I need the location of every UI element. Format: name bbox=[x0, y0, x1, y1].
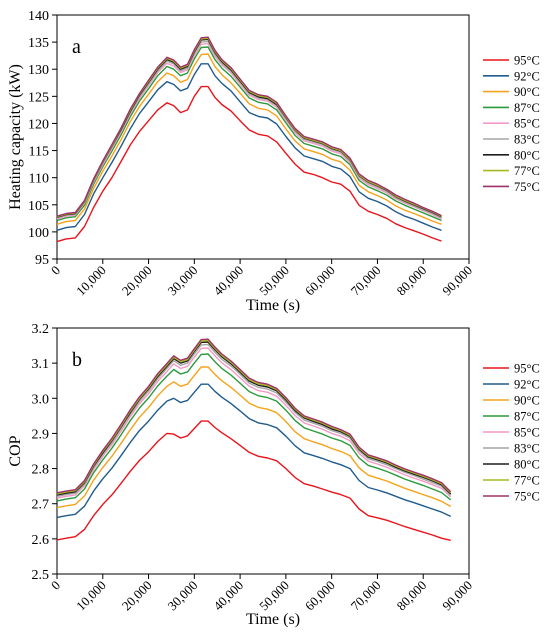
legend: 95°C92°C 90°C 87°C 85°C 83°C80°C 77°C 75°C bbox=[483, 54, 540, 194]
legend-label: 90°C bbox=[514, 85, 540, 99]
legend-label: 83°C bbox=[514, 133, 540, 147]
legend-label: 92°C bbox=[514, 378, 540, 392]
y-tick-label: 3.0 bbox=[32, 392, 50, 407]
y-tick-label: 120 bbox=[28, 117, 49, 132]
x-tick-label: 20,000 bbox=[119, 578, 155, 614]
legend-label: 85°C bbox=[514, 117, 540, 131]
y-tick-label: 125 bbox=[28, 90, 49, 105]
x-tick-label: 30,000 bbox=[165, 578, 201, 614]
series-line-85c bbox=[56, 347, 452, 499]
x-tick-label: 70,000 bbox=[348, 263, 384, 299]
y-tick-label: 2.7 bbox=[32, 498, 50, 513]
series-line-95c bbox=[56, 85, 442, 243]
series-line-75c bbox=[56, 338, 452, 494]
y-tick-label: 100 bbox=[28, 226, 49, 241]
series-line-80c bbox=[56, 341, 452, 496]
y-tick-label: 115 bbox=[29, 145, 49, 160]
legend-label: 75°C bbox=[514, 180, 540, 194]
y-tick-label: 2.6 bbox=[32, 533, 50, 548]
legend-label: 80°C bbox=[514, 458, 540, 472]
series-line-90c bbox=[56, 53, 442, 225]
legend-label: 75°C bbox=[514, 490, 540, 504]
legend-label: 92°C bbox=[514, 69, 540, 83]
y-tick-label: 3.2 bbox=[32, 322, 50, 337]
cop-chart: 2.5 2.6 2.7 2.8 2.9 3.0 3.1 3.2 0 10,000 20,000 30,… bbox=[7, 322, 540, 628]
legend-label: 77°C bbox=[514, 164, 540, 178]
x-tick-label: 10,000 bbox=[73, 263, 109, 299]
series-line-75c bbox=[56, 36, 442, 217]
legend: 95°C 92°C 90°C 87°C 85°C 83°C 80°C 77°C 75°C bbox=[483, 362, 540, 504]
y-tick-label: 3.1 bbox=[32, 357, 50, 372]
series-line-77c bbox=[56, 340, 452, 495]
x-tick-label: 40,000 bbox=[210, 578, 246, 614]
legend-label: 90°C bbox=[514, 394, 540, 408]
series-line-83c bbox=[56, 343, 452, 497]
legend-label: 95°C bbox=[514, 54, 540, 68]
x-tick-label: 30,000 bbox=[165, 263, 201, 299]
legend-label: 80°C bbox=[514, 148, 540, 162]
y-tick-label: 140 bbox=[28, 9, 49, 24]
x-tick-label: 0 bbox=[48, 263, 63, 278]
x-tick-label: 90,000 bbox=[439, 263, 475, 299]
panel-label: b bbox=[72, 349, 82, 371]
x-tick-label: 60,000 bbox=[302, 263, 338, 299]
x-axis-title: Time (s) bbox=[246, 611, 300, 628]
plot-frame bbox=[56, 327, 470, 575]
heating-capacity-chart: 95 100 105 110 115 120 125 130 135 140 0 10,000 20,0… bbox=[7, 9, 540, 314]
series-line-87c bbox=[56, 353, 452, 502]
y-tick-label: 95 bbox=[35, 253, 49, 268]
x-axis-title: Time (s) bbox=[246, 297, 300, 314]
x-tick-label: 10,000 bbox=[73, 578, 109, 614]
panel-label: a bbox=[72, 36, 81, 58]
legend-label: 87°C bbox=[514, 101, 540, 115]
series-line-95c bbox=[56, 420, 451, 541]
y-tick-label: 110 bbox=[29, 172, 49, 187]
series-line-92c bbox=[56, 383, 451, 519]
series-line-92c bbox=[56, 63, 442, 231]
y-tick-label: 135 bbox=[28, 36, 49, 51]
series-line-85c bbox=[56, 43, 442, 220]
y-tick-label: 130 bbox=[28, 63, 49, 78]
y-tick-label: 2.9 bbox=[32, 427, 50, 442]
series-line-90c bbox=[56, 366, 452, 509]
x-tick-label: 90,000 bbox=[439, 578, 475, 614]
y-tick-label: 105 bbox=[28, 199, 49, 214]
y-tick-label: 2.8 bbox=[32, 463, 50, 478]
x-tick-label: 0 bbox=[48, 578, 63, 593]
y-tick-label: 2.5 bbox=[32, 568, 50, 583]
legend-label: 77°C bbox=[514, 474, 540, 488]
x-tick-label: 70,000 bbox=[348, 578, 384, 614]
x-tick-label: 20,000 bbox=[119, 263, 155, 299]
x-tick-label: 80,000 bbox=[393, 578, 429, 614]
legend-label: 83°C bbox=[514, 442, 540, 456]
x-tick-label: 80,000 bbox=[393, 263, 429, 299]
x-tick-label: 40,000 bbox=[210, 263, 246, 299]
series-line-87c bbox=[56, 46, 442, 222]
legend-label: 95°C bbox=[514, 362, 540, 376]
plot-frame bbox=[56, 14, 470, 260]
y-axis-title: Heating capacity (kW) bbox=[7, 64, 24, 210]
legend-label: 85°C bbox=[514, 426, 540, 440]
x-tick-label: 50,000 bbox=[256, 578, 292, 614]
legend-label: 87°C bbox=[514, 410, 540, 424]
x-tick-label: 60,000 bbox=[302, 578, 338, 614]
x-tick-label: 50,000 bbox=[256, 263, 292, 299]
y-axis-title: COP bbox=[7, 435, 24, 466]
